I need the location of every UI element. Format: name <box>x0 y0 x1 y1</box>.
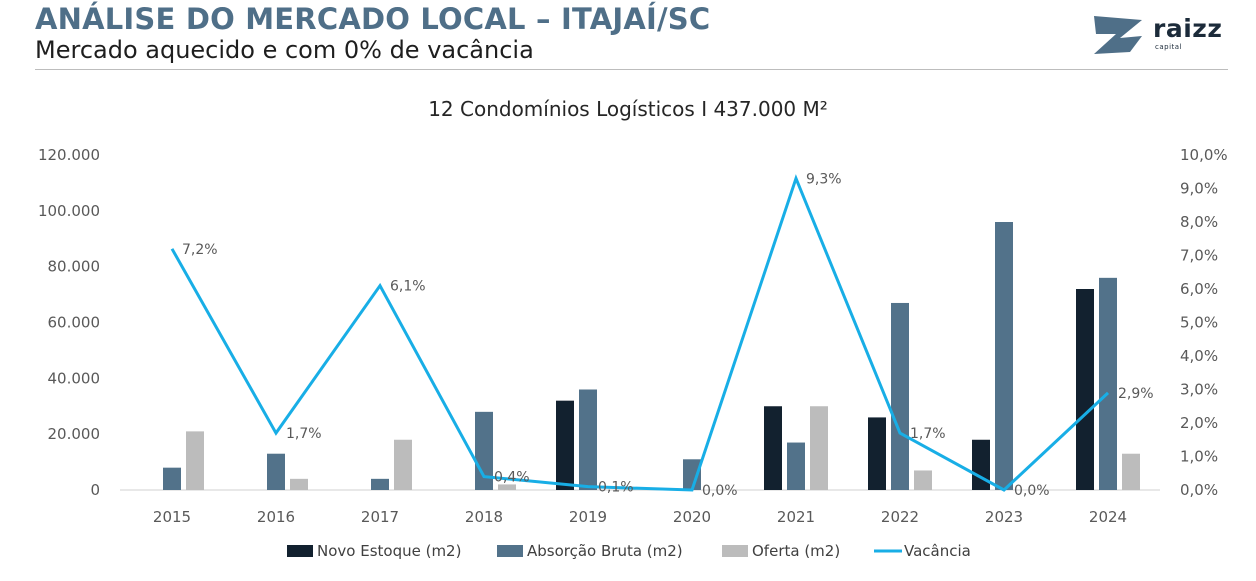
bar <box>186 431 204 490</box>
bar <box>787 442 805 490</box>
y-left-tick-label: 80.000 <box>48 258 101 276</box>
y-left-tick-label: 120.000 <box>38 146 100 164</box>
y-left-tick-label: 100.000 <box>38 202 100 220</box>
bar <box>267 453 285 490</box>
legend-swatch <box>287 545 313 557</box>
y-right-tick-label: 5,0% <box>1180 314 1218 332</box>
y-right-tick-label: 3,0% <box>1180 381 1218 399</box>
x-tick-label: 2020 <box>673 508 711 526</box>
x-tick-label: 2015 <box>153 508 191 526</box>
page-title: ANÁLISE DO MERCADO LOCAL – ITAJAÍ/SC <box>35 2 711 36</box>
y-left-tick-label: 20.000 <box>48 425 101 443</box>
y-left-tick-label: 0 <box>90 481 100 499</box>
raizz-logo-icon <box>1094 16 1142 54</box>
bar <box>1099 277 1117 490</box>
vacancia-data-label: 9,3% <box>806 171 842 187</box>
logo-subtext: capital <box>1155 43 1183 51</box>
vacancia-data-label: 6,1% <box>390 279 426 295</box>
legend-label: Oferta (m2) <box>752 542 840 560</box>
vacancia-data-label: 0,0% <box>702 483 738 499</box>
bar <box>1122 453 1140 490</box>
legend-label: Novo Estoque (m2) <box>317 542 461 560</box>
x-tick-label: 2021 <box>777 508 815 526</box>
y-right-tick-label: 4,0% <box>1180 347 1218 365</box>
bar <box>394 439 412 490</box>
x-tick-label: 2018 <box>465 508 503 526</box>
bar <box>290 478 308 490</box>
vacancia-data-label: 1,7% <box>286 426 322 442</box>
bar <box>810 406 828 490</box>
y-right-tick-label: 8,0% <box>1180 213 1218 231</box>
y-right-tick-label: 7,0% <box>1180 247 1218 265</box>
bar <box>891 302 909 490</box>
x-tick-label: 2016 <box>257 508 295 526</box>
vacancia-line <box>170 174 1110 492</box>
bar <box>683 459 701 490</box>
bar <box>1076 289 1094 490</box>
x-tick-label: 2017 <box>361 508 399 526</box>
y-right-tick-label: 0,0% <box>1180 481 1218 499</box>
x-tick-label: 2022 <box>881 508 919 526</box>
vacancia-data-label: 2,9% <box>1118 386 1154 402</box>
legend-swatch <box>497 545 523 557</box>
y-left-tick-label: 40.000 <box>48 369 101 387</box>
chart-title: 12 Condomínios Logísticos I 437.000 M² <box>428 97 828 121</box>
bar <box>163 467 181 490</box>
bar <box>914 470 932 490</box>
logo-wordmark: raizz <box>1153 14 1223 43</box>
x-tick-label: 2023 <box>985 508 1023 526</box>
bar <box>371 478 389 490</box>
y-right-tick-label: 6,0% <box>1180 280 1218 298</box>
vacancia-data-label: 0,1% <box>598 480 634 496</box>
bar <box>764 406 782 490</box>
header-divider <box>35 69 1228 70</box>
bar <box>498 484 516 490</box>
bar <box>972 439 990 490</box>
y-right-tick-label: 2,0% <box>1180 414 1218 432</box>
vacancia-data-label: 0,0% <box>1014 483 1050 499</box>
legend-swatch <box>722 545 748 557</box>
y-right-tick-label: 1,0% <box>1180 448 1218 466</box>
bar <box>868 417 886 490</box>
y-right-tick-label: 10,0% <box>1180 146 1228 164</box>
bar <box>995 222 1013 490</box>
bar <box>579 389 597 490</box>
page-subtitle: Mercado aquecido e com 0% de vacância <box>35 36 534 64</box>
vacancia-data-label: 0,4% <box>494 470 530 486</box>
vacancia-data-label: 7,2% <box>182 242 218 258</box>
vacancia-data-label: 1,7% <box>910 426 946 442</box>
bar <box>556 400 574 490</box>
y-left-tick-label: 60.000 <box>48 314 101 332</box>
legend-label: Vacância <box>904 542 971 560</box>
y-right-tick-label: 9,0% <box>1180 180 1218 198</box>
legend-label: Absorção Bruta (m2) <box>527 542 683 560</box>
x-tick-label: 2024 <box>1089 508 1127 526</box>
x-tick-label: 2019 <box>569 508 607 526</box>
